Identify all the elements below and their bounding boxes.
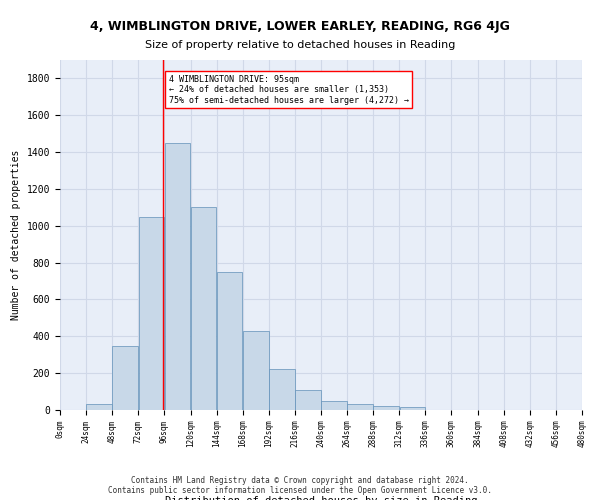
Text: 4 WIMBLINGTON DRIVE: 95sqm
← 24% of detached houses are smaller (1,353)
75% of s: 4 WIMBLINGTON DRIVE: 95sqm ← 24% of deta…	[169, 74, 409, 104]
Bar	[217, 272, 242, 410]
Bar	[191, 208, 217, 410]
Bar	[295, 390, 321, 410]
Bar	[86, 404, 112, 410]
Bar	[347, 404, 373, 410]
Text: Contains HM Land Registry data © Crown copyright and database right 2024.
Contai: Contains HM Land Registry data © Crown c…	[108, 476, 492, 495]
Bar	[269, 370, 295, 410]
Y-axis label: Number of detached properties: Number of detached properties	[11, 150, 21, 320]
Text: Size of property relative to detached houses in Reading: Size of property relative to detached ho…	[145, 40, 455, 50]
Bar	[112, 346, 138, 410]
Bar	[164, 143, 190, 410]
Bar	[243, 331, 269, 410]
Bar	[139, 216, 164, 410]
Bar	[400, 407, 425, 410]
Bar	[373, 406, 399, 410]
Text: 4, WIMBLINGTON DRIVE, LOWER EARLEY, READING, RG6 4JG: 4, WIMBLINGTON DRIVE, LOWER EARLEY, READ…	[90, 20, 510, 33]
Bar	[321, 401, 347, 410]
X-axis label: Distribution of detached houses by size in Reading: Distribution of detached houses by size …	[165, 496, 477, 500]
